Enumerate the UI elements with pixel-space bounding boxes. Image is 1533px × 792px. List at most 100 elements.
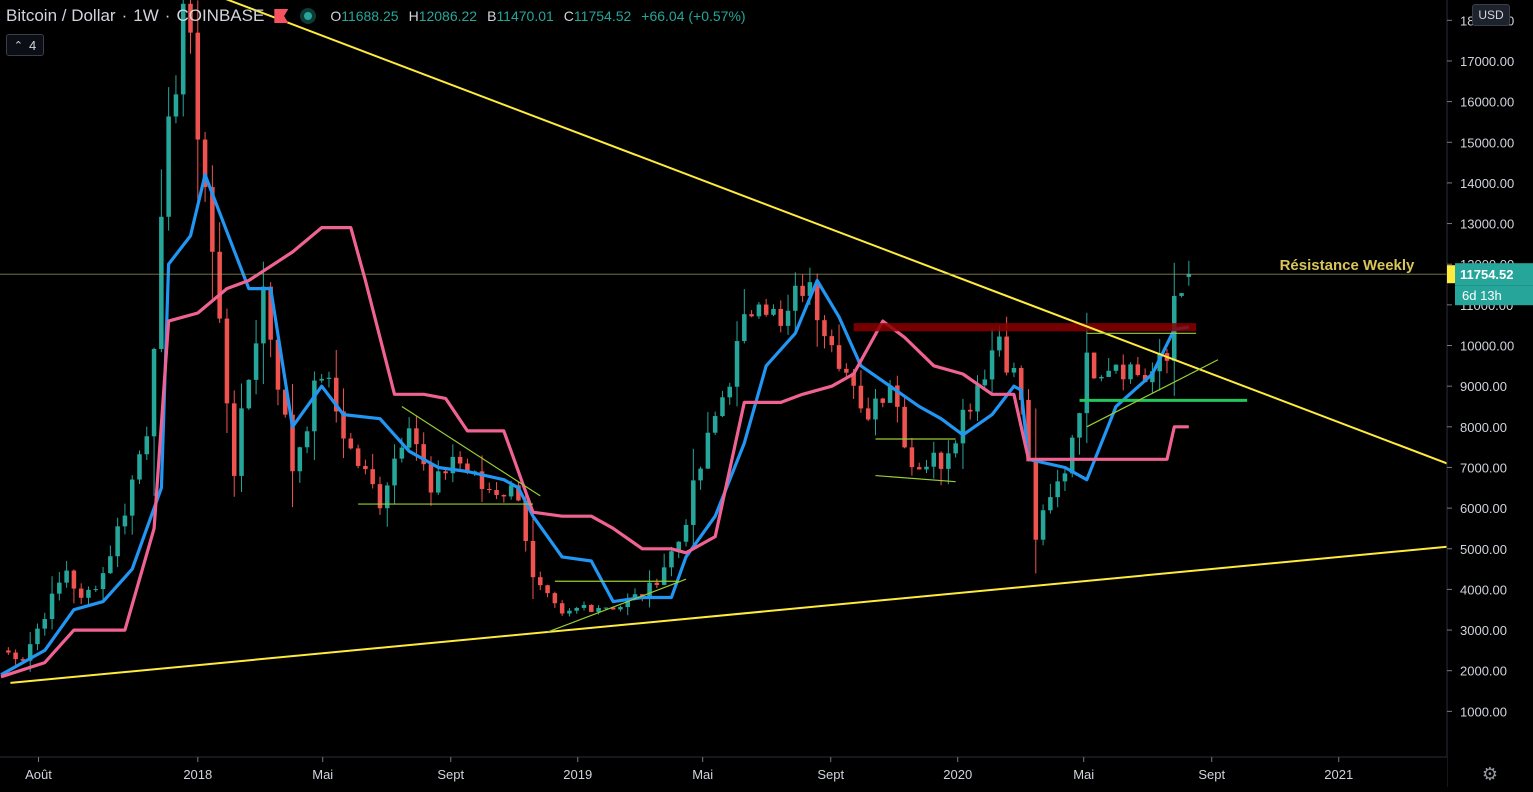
candle-body <box>27 644 33 661</box>
interval-label[interactable]: 1W <box>133 6 159 25</box>
candle-body <box>202 139 208 188</box>
candle-body <box>86 589 91 598</box>
candle-body <box>632 594 638 600</box>
time-tick-label: Sept <box>437 767 464 782</box>
candle-body <box>1069 437 1075 474</box>
market-status-icon <box>300 8 317 24</box>
candle-body <box>967 409 973 412</box>
candle-body <box>392 458 397 486</box>
candle-body <box>829 336 835 346</box>
exchange-label: COINBASE <box>176 6 265 25</box>
candle-body <box>108 556 113 574</box>
price-tick-label: 3000.00 <box>1460 623 1507 638</box>
symbol-name[interactable]: Bitcoin / Dollar <box>6 6 116 25</box>
price-tick-label: 16000.00 <box>1460 95 1514 110</box>
candle-body <box>1004 336 1009 373</box>
candle-body <box>742 314 747 342</box>
candle-body <box>1077 413 1082 438</box>
candle-body <box>771 308 776 315</box>
chart-header: Bitcoin / Dollar · 1W · COINBASE O11688.… <box>6 4 746 28</box>
candle-body <box>851 372 856 386</box>
candle-body <box>807 282 813 296</box>
candle-body <box>610 607 616 610</box>
price-tick-label: 5000.00 <box>1460 542 1507 557</box>
candle-body <box>523 500 528 542</box>
candle-body <box>1135 364 1141 376</box>
price-axis-bg <box>1447 0 1533 787</box>
candle-body <box>1018 368 1024 400</box>
candle-body <box>137 454 142 480</box>
low-label: B <box>487 8 497 24</box>
candle-body <box>625 599 630 608</box>
price-tick-label: 13000.00 <box>1460 217 1514 232</box>
candle-body <box>567 610 572 614</box>
candle-body <box>1055 481 1060 498</box>
candle-body <box>384 485 390 509</box>
candle-body <box>982 379 988 386</box>
candle-body <box>20 659 26 661</box>
candle-body <box>530 541 536 578</box>
candle-body <box>916 467 922 470</box>
indicators-toggle-button[interactable]: ⌃ 4 <box>6 34 44 56</box>
chevron-up-icon: ⌃ <box>13 39 23 52</box>
candle-body <box>348 438 354 449</box>
open-value: 11688.25 <box>341 8 399 24</box>
candle-body <box>902 406 907 448</box>
time-tick-label: 2018 <box>183 767 212 782</box>
candle-body <box>333 377 339 412</box>
candle-body <box>618 607 623 610</box>
candle-body <box>122 515 128 527</box>
candle-body <box>508 485 514 497</box>
candle-body <box>683 524 689 542</box>
candle-body <box>552 593 558 604</box>
time-axis-bg <box>0 757 1447 787</box>
low-value: 11470.01 <box>496 8 554 24</box>
candle-body <box>428 464 434 493</box>
candle-body <box>895 385 900 407</box>
candle-body <box>231 403 237 476</box>
price-tick-label: 15000.00 <box>1460 135 1514 150</box>
candle-body <box>501 494 507 497</box>
minor-trendline <box>875 474 956 483</box>
candle-body <box>749 314 754 317</box>
candle-body <box>261 286 266 344</box>
candle-body <box>1120 364 1126 380</box>
candle-body <box>166 116 171 217</box>
header-dot: · <box>164 6 171 25</box>
candle-body <box>457 456 463 464</box>
candle-body <box>341 411 346 439</box>
candle-body <box>865 408 871 420</box>
time-tick-label: Mai <box>312 767 333 782</box>
candle-body <box>538 577 543 586</box>
close-value: 11754.52 <box>573 8 632 24</box>
candle-body <box>180 3 186 95</box>
candle-body <box>304 431 310 448</box>
candle-body <box>129 479 135 516</box>
candle-body <box>93 589 99 591</box>
candle-body <box>399 447 405 459</box>
candle-body <box>712 416 718 433</box>
time-tick-label: 2019 <box>563 767 592 782</box>
candle-body <box>756 304 762 317</box>
blue-line-series <box>0 173 1190 677</box>
price-tick-label: 7000.00 <box>1460 460 1507 475</box>
candle-body <box>1150 371 1155 383</box>
candle-body <box>953 443 958 454</box>
flag-icon[interactable] <box>274 9 289 23</box>
candle-body <box>559 603 565 614</box>
candle-body <box>224 318 230 404</box>
candle-body <box>858 385 864 409</box>
candle-body <box>377 484 383 509</box>
candle-body <box>800 285 805 296</box>
gear-icon[interactable]: ⚙ <box>1481 764 1499 784</box>
candle-body <box>297 447 303 472</box>
currency-button[interactable]: USD <box>1472 4 1510 26</box>
price-tick-label: 6000.00 <box>1460 501 1507 516</box>
header-dot: · <box>121 6 128 25</box>
candle-body <box>370 469 375 485</box>
candle-body <box>873 398 878 420</box>
close-label: C <box>563 8 574 24</box>
candle-body <box>989 350 995 380</box>
